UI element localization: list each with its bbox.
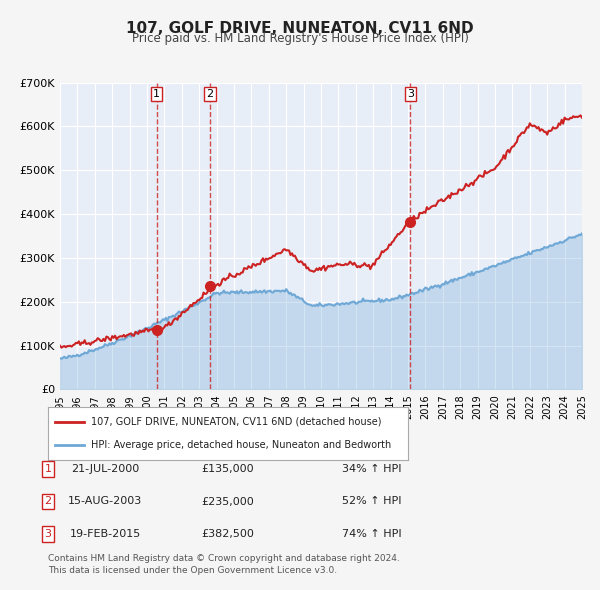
Text: 2: 2 (44, 497, 52, 506)
Text: 74% ↑ HPI: 74% ↑ HPI (342, 529, 401, 539)
Text: 2: 2 (206, 88, 214, 99)
Text: 3: 3 (44, 529, 52, 539)
Text: Price paid vs. HM Land Registry's House Price Index (HPI): Price paid vs. HM Land Registry's House … (131, 32, 469, 45)
Text: 107, GOLF DRIVE, NUNEATON, CV11 6ND: 107, GOLF DRIVE, NUNEATON, CV11 6ND (126, 21, 474, 35)
Text: £235,000: £235,000 (202, 497, 254, 506)
Text: 19-FEB-2015: 19-FEB-2015 (70, 529, 140, 539)
Text: Contains HM Land Registry data © Crown copyright and database right 2024.
This d: Contains HM Land Registry data © Crown c… (48, 554, 400, 575)
Text: 15-AUG-2003: 15-AUG-2003 (68, 497, 142, 506)
Text: 3: 3 (407, 88, 414, 99)
Text: 52% ↑ HPI: 52% ↑ HPI (342, 497, 401, 506)
Text: £382,500: £382,500 (202, 529, 254, 539)
Text: £135,000: £135,000 (202, 464, 254, 474)
Text: 34% ↑ HPI: 34% ↑ HPI (342, 464, 401, 474)
Text: HPI: Average price, detached house, Nuneaton and Bedworth: HPI: Average price, detached house, Nune… (91, 440, 391, 450)
Text: 21-JUL-2000: 21-JUL-2000 (71, 464, 139, 474)
Text: 1: 1 (153, 88, 160, 99)
Text: 107, GOLF DRIVE, NUNEATON, CV11 6ND (detached house): 107, GOLF DRIVE, NUNEATON, CV11 6ND (det… (91, 417, 382, 427)
Text: 1: 1 (44, 464, 52, 474)
